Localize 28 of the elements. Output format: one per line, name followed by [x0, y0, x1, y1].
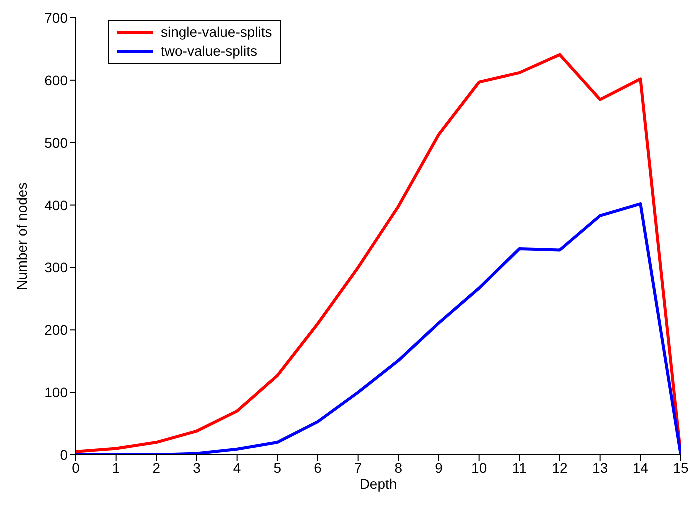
x-tick-label: 3 — [193, 460, 202, 476]
y-tick-label: 600 — [44, 72, 68, 88]
y-tick-label: 400 — [44, 197, 68, 214]
y-tick-label: 700 — [44, 10, 68, 26]
x-tick-label: 14 — [632, 460, 649, 476]
x-tick-label: 13 — [592, 460, 608, 476]
y-tick-label: 0 — [60, 446, 68, 463]
x-tick-label: 9 — [435, 460, 444, 476]
x-tick-label: 0 — [72, 460, 80, 476]
y-tick-label: 200 — [44, 322, 68, 338]
x-axis-title: Depth — [360, 476, 398, 492]
x-tick-label: 1 — [112, 460, 120, 476]
x-tick-label: 15 — [673, 460, 689, 476]
x-tick-label: 11 — [512, 460, 528, 476]
x-tick-label: 2 — [152, 460, 161, 476]
x-tick-label: 4 — [233, 460, 242, 476]
legend-label: single-value-splits — [161, 23, 272, 42]
x-tick-label: 6 — [314, 460, 322, 476]
y-tick-label: 300 — [44, 260, 68, 276]
x-tick-label: 5 — [274, 460, 282, 476]
x-tick-label: 12 — [552, 460, 568, 476]
x-tick-label: 7 — [354, 460, 362, 476]
x-tick-label: 10 — [472, 460, 488, 476]
y-tick-label: 500 — [44, 134, 68, 151]
y-axis-title: Number of nodes — [14, 182, 30, 290]
legend-label: two-value-splits — [161, 42, 258, 61]
x-tick-label: 8 — [394, 460, 403, 476]
y-tick-label: 100 — [44, 384, 68, 401]
